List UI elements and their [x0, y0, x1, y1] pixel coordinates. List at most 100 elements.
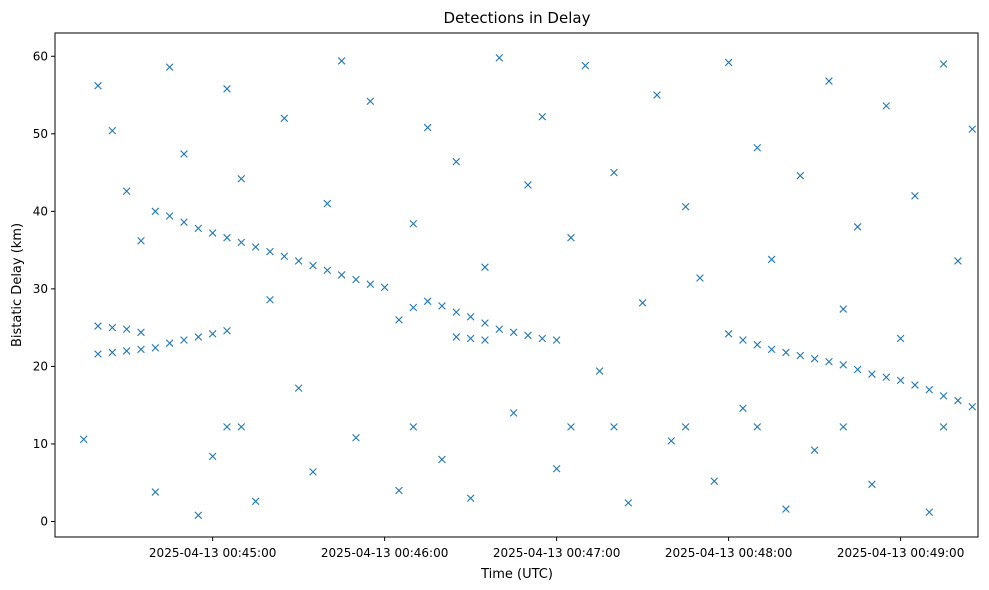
data-point — [352, 433, 360, 442]
data-point — [681, 202, 690, 211]
data-point — [681, 423, 690, 431]
data-point — [481, 319, 489, 327]
data-point — [79, 435, 88, 444]
data-point — [122, 325, 131, 333]
y-tick-label: 40 — [33, 204, 48, 218]
data-point — [567, 423, 575, 431]
x-tick-label: 2025-04-13 00:48:00 — [665, 546, 792, 560]
data-point — [954, 396, 962, 405]
data-point — [767, 255, 776, 264]
data-point — [638, 299, 647, 307]
data-point — [925, 385, 934, 394]
data-point — [280, 252, 289, 261]
data-point — [753, 340, 762, 349]
data-point — [524, 331, 532, 340]
data-point — [137, 345, 145, 354]
data-point — [208, 452, 217, 461]
data-point — [223, 233, 231, 242]
data-point — [954, 257, 962, 265]
data-point — [753, 423, 762, 431]
data-point — [337, 57, 346, 65]
x-tick-label: 2025-04-13 00:47:00 — [493, 546, 620, 560]
data-point — [409, 423, 418, 431]
data-point — [782, 348, 790, 357]
data-point — [481, 263, 489, 271]
data-point — [323, 199, 332, 208]
data-point — [653, 91, 661, 99]
data-point — [337, 271, 346, 279]
data-point — [323, 266, 332, 275]
data-point — [810, 446, 819, 454]
data-point — [165, 339, 174, 347]
data-point — [137, 237, 145, 245]
y-axis: 0 10 20 30 40 50 60 — [33, 49, 55, 528]
data-point — [767, 345, 776, 354]
data-point — [868, 370, 876, 378]
data-point — [395, 486, 403, 495]
data-point — [452, 308, 461, 316]
data-point — [882, 373, 891, 382]
data-point — [868, 480, 876, 489]
data-point — [796, 351, 805, 360]
x-axis: 2025-04-13 00:45:00 2025-04-13 00:46:00 20… — [149, 537, 964, 560]
data-point — [208, 229, 217, 237]
data-point — [853, 223, 862, 231]
data-point — [237, 174, 246, 183]
x-tick-label: 2025-04-13 00:49:00 — [837, 546, 964, 560]
data-point — [352, 275, 360, 284]
data-point — [753, 143, 762, 152]
data-point — [208, 330, 217, 338]
data-point — [266, 247, 274, 256]
data-point — [896, 334, 905, 343]
data-point — [137, 328, 145, 337]
data-point — [466, 313, 475, 321]
data-point — [839, 361, 848, 369]
data-point — [423, 297, 432, 306]
data-point — [825, 77, 833, 85]
data-point — [968, 125, 977, 133]
data-point — [538, 112, 547, 121]
data-point — [409, 303, 418, 312]
data-point — [165, 212, 174, 220]
data-point — [495, 54, 504, 62]
data-point — [452, 333, 461, 341]
data-point — [595, 367, 604, 375]
data-point — [724, 58, 733, 67]
data-point — [223, 423, 231, 431]
data-point — [524, 181, 532, 189]
data-point — [94, 350, 102, 358]
data-point — [724, 330, 733, 338]
data-point — [108, 323, 117, 332]
data-point — [108, 348, 117, 357]
data-point — [194, 224, 203, 233]
data-point — [122, 187, 131, 195]
y-tick-label: 10 — [33, 437, 48, 451]
y-axis-label: Bistatic Delay (km) — [10, 223, 25, 347]
data-point — [294, 384, 303, 392]
data-point — [438, 455, 446, 464]
data-point — [237, 423, 246, 431]
data-point — [165, 63, 174, 71]
data-point — [438, 302, 446, 310]
data-point — [280, 114, 289, 123]
data-point — [853, 365, 862, 374]
data-point — [739, 336, 747, 344]
data-point — [395, 316, 403, 324]
data-point — [882, 102, 891, 110]
data-point — [466, 334, 475, 343]
data-point — [180, 218, 188, 226]
data-point — [610, 423, 618, 431]
data-point — [466, 494, 475, 503]
data-point — [423, 123, 432, 132]
data-point — [939, 423, 948, 431]
data-point — [839, 305, 848, 313]
data-point — [825, 357, 833, 366]
data-point — [194, 333, 203, 341]
data-point — [624, 499, 633, 507]
data-point — [911, 192, 919, 200]
data-points — [79, 54, 977, 520]
data-point — [223, 326, 231, 335]
data-point — [509, 409, 518, 417]
